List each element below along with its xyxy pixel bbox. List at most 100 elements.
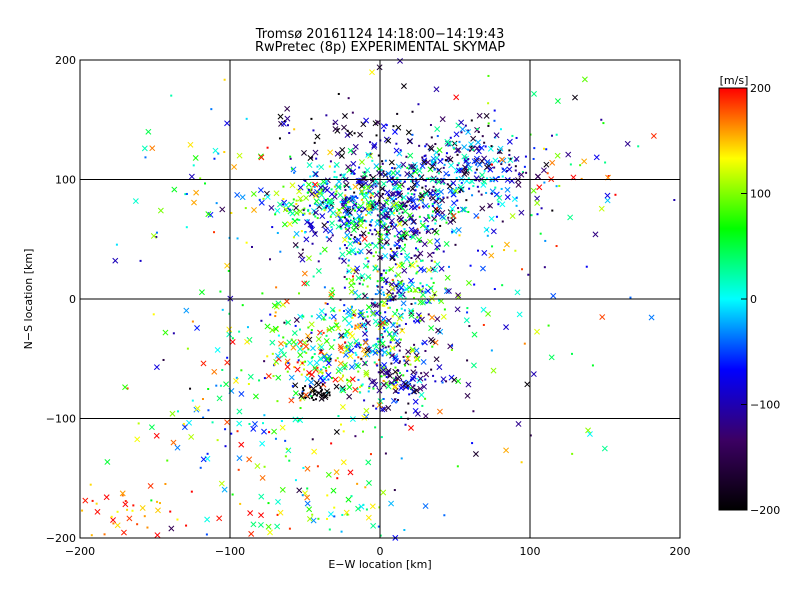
data-point-x (390, 202, 397, 208)
data-point-x (464, 392, 471, 399)
data-point-x (332, 126, 339, 133)
data-point-dot (391, 339, 394, 342)
data-point-dot (377, 154, 380, 157)
data-point-dot (410, 180, 413, 183)
data-point-dot (366, 285, 369, 288)
data-point-x (292, 416, 299, 423)
data-point-x (427, 238, 433, 245)
data-point-dot (303, 207, 306, 210)
data-point-x (398, 216, 404, 223)
data-point-x (381, 362, 388, 368)
data-point-x (410, 373, 417, 380)
data-point-dot (398, 170, 401, 173)
data-point-dot (383, 209, 386, 212)
data-point-x (448, 162, 455, 169)
data-point-dot (380, 276, 383, 279)
data-point-x (515, 177, 521, 184)
data-point-dot (424, 349, 427, 352)
x-axis: −200 −100 0 100 200 (65, 545, 691, 558)
data-point-dot (381, 354, 384, 357)
data-point-x (264, 194, 271, 200)
data-point-dot (333, 185, 336, 188)
data-point-dot (350, 314, 353, 317)
data-point-dot (385, 269, 388, 272)
data-point-dot (497, 160, 500, 163)
data-point-x (169, 410, 176, 417)
data-point-x (452, 188, 459, 195)
data-point-x (297, 352, 304, 358)
data-point-dot (571, 452, 574, 455)
data-point-dot (303, 350, 306, 353)
data-point-x (534, 195, 541, 202)
data-point-dot (421, 404, 424, 407)
data-point-x (451, 140, 458, 147)
data-point-x (369, 503, 376, 510)
data-point-x (335, 183, 342, 190)
data-point-dot (377, 340, 380, 343)
data-point-dot (539, 232, 542, 235)
data-point-x (396, 235, 403, 242)
data-point-dot (267, 502, 270, 505)
data-point-dot (361, 317, 364, 320)
data-point-x (297, 339, 304, 345)
data-point-dot (205, 533, 208, 536)
data-point-dot (465, 199, 468, 202)
data-point-dot (347, 97, 350, 100)
data-point-dot (438, 244, 441, 247)
data-point-dot (372, 255, 375, 258)
data-point-dot (344, 196, 347, 199)
data-point-dot (339, 298, 342, 301)
data-point-x (389, 335, 396, 342)
data-point-dot (493, 109, 496, 112)
data-point-dot (143, 515, 146, 518)
data-point-x (391, 224, 398, 231)
data-point-dot (500, 187, 503, 190)
data-point-x (418, 391, 425, 398)
data-point-x (226, 331, 233, 338)
data-point-dot (472, 185, 475, 188)
data-point-dot (456, 164, 459, 167)
data-point-x (365, 184, 372, 191)
data-point-dot (385, 124, 388, 127)
data-point-x (333, 322, 340, 329)
data-point-dot (268, 431, 271, 434)
data-point-dot (360, 276, 363, 279)
data-point-x (153, 364, 160, 371)
data-point-dot (388, 283, 391, 286)
data-point-dot (361, 234, 364, 237)
data-point-x (451, 200, 457, 207)
data-point-x (438, 265, 445, 272)
data-point-x (463, 317, 470, 324)
data-point-dot (313, 390, 316, 393)
data-point-dot (328, 360, 331, 363)
data-point-x (155, 507, 161, 514)
data-point-dot (302, 183, 305, 186)
data-point-x (447, 343, 454, 350)
data-point-dot (407, 402, 410, 405)
data-point-dot (291, 167, 294, 170)
data-point-dot (349, 188, 352, 191)
data-point-x (392, 355, 399, 362)
data-point-dot (301, 362, 304, 365)
data-point-x (212, 147, 219, 154)
data-point-dot (404, 423, 407, 426)
data-point-dot (428, 205, 431, 208)
data-point-x (382, 369, 389, 376)
data-point-x (389, 345, 396, 352)
data-point-x (490, 367, 497, 374)
data-point-x (385, 383, 392, 390)
data-point-x (353, 268, 360, 275)
data-point-x (581, 158, 588, 165)
data-point-dot (470, 145, 473, 148)
data-point-x (315, 381, 322, 388)
data-point-x (418, 195, 424, 202)
data-point-x (385, 367, 392, 374)
data-point-dot (335, 176, 338, 179)
data-point-dot (360, 198, 363, 201)
data-point-x (347, 353, 354, 360)
data-point-dot (505, 169, 508, 172)
data-point-dot (390, 225, 393, 228)
data-point-x (406, 138, 413, 145)
data-point-x (430, 155, 437, 162)
